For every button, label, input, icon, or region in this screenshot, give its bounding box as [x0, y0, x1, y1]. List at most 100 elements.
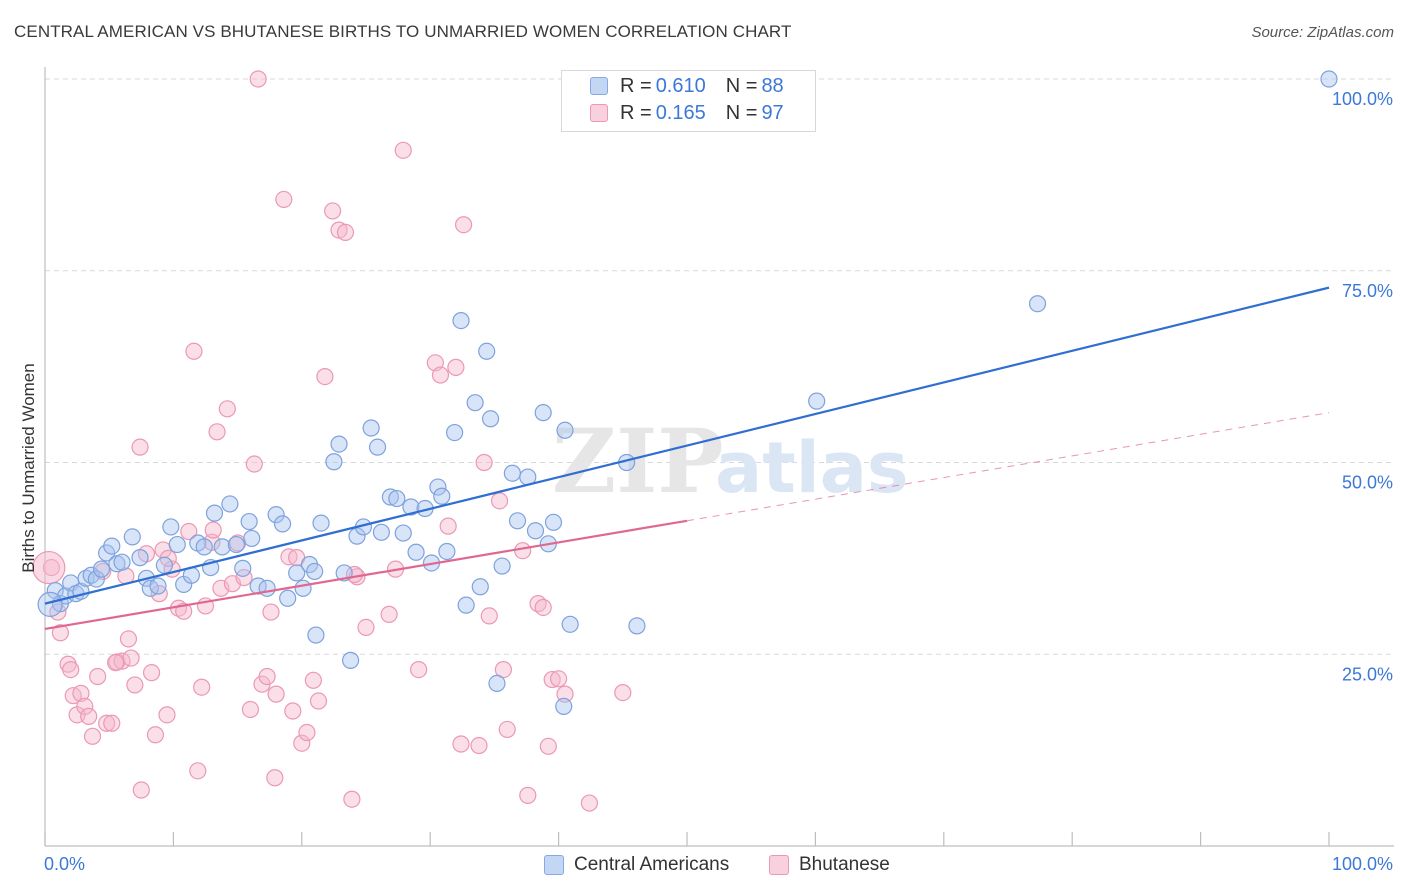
bhutanese-point: [549, 670, 568, 688]
y-tick-label: 50.0%: [1342, 473, 1393, 493]
bhutanese-point: [293, 734, 311, 752]
watermark: ZIP atlas: [552, 409, 909, 513]
x-tick-label-max: 100.0%: [1332, 854, 1393, 874]
bhutanese-point: [514, 542, 532, 560]
r-label: R =: [620, 101, 652, 124]
bhutanese-point: [534, 598, 552, 617]
central-americans-point: [240, 512, 258, 531]
central-americans-point: [155, 556, 174, 574]
central-americans-point: [438, 542, 456, 561]
central-americans-point: [493, 557, 511, 575]
bhutanese-point: [62, 660, 80, 679]
central-americans-point: [407, 543, 425, 561]
bhutanese-point: [113, 652, 131, 670]
bhutanese-point: [267, 685, 285, 703]
bhutanese-point: [284, 702, 302, 720]
bhutanese-point: [189, 762, 207, 780]
central-americans-point: [227, 535, 245, 554]
central-americans-point: [555, 697, 573, 716]
bhutanese-point: [380, 605, 398, 623]
correlation-legend: R = 0.610 N = 88 R = 0.165 N = 97: [561, 70, 816, 132]
central-americans-points: [37, 70, 1338, 716]
central-americans-point: [294, 579, 312, 597]
watermark-zip: ZIP: [552, 409, 724, 513]
central-americans-point: [307, 626, 325, 644]
central-americans-point: [488, 674, 506, 692]
central-americans-point: [429, 478, 447, 496]
legend-swatch-pink: [769, 855, 789, 875]
series-legend-central-americans: Central Americans: [544, 852, 729, 878]
central-americans-point: [508, 512, 527, 530]
central-americans-point: [452, 312, 470, 330]
central-americans-point: [87, 570, 105, 588]
central-americans-point: [162, 518, 180, 536]
central-americans-point: [149, 577, 167, 595]
central-americans-point: [445, 423, 464, 442]
bhutanese-point: [490, 492, 509, 510]
x-tick-label-min: 0.0%: [44, 854, 85, 874]
central-americans-point: [325, 453, 343, 471]
bhutanese-point: [180, 522, 198, 541]
y-axis-label: Births to Unmarried Women: [19, 363, 38, 572]
bhutanese-point: [245, 455, 263, 473]
central-americans-point: [394, 524, 412, 542]
bhutanese-point: [266, 769, 284, 787]
central-americans-point: [381, 488, 399, 506]
y-tick-label: 75.0%: [1342, 281, 1393, 301]
central-americans-point: [267, 506, 285, 524]
central-americans-point: [556, 421, 574, 439]
bhutanese-point: [470, 736, 488, 755]
axes: [44, 67, 1394, 847]
n-label: N =: [725, 101, 758, 124]
legend-swatch-blue: [544, 855, 564, 875]
y-tick-label: 25.0%: [1342, 664, 1393, 684]
central-americans-point: [46, 581, 64, 600]
central-americans-point: [433, 487, 451, 505]
bhutanese-point: [298, 723, 316, 742]
central-americans-point: [1028, 295, 1047, 313]
central-americans-point: [402, 498, 420, 516]
central-americans-point: [348, 527, 366, 545]
bhutanese-point: [275, 190, 293, 209]
bhutanese-point: [185, 342, 203, 360]
watermark-atlas: atlas: [715, 427, 909, 509]
legend-label: Central Americans: [574, 854, 730, 875]
bhutanese-trend-line-extension: [686, 412, 1330, 522]
bhutanese-point: [447, 358, 465, 376]
bhutanese-point: [410, 660, 428, 679]
bhutanese-point: [131, 438, 149, 456]
legend-swatch-pink: [590, 104, 608, 122]
r-label: R =: [620, 74, 652, 97]
r-value: 0.165: [655, 101, 706, 124]
bhutanese-point: [126, 676, 144, 694]
bhutanese-point: [241, 700, 260, 719]
legend-row-bhutanese: R = 0.165 N = 97: [620, 100, 784, 126]
central-americans-point: [92, 560, 111, 578]
axis-labels: 25.0% 50.0% 75.0% 100.0% 0.0% 100.0%: [44, 89, 1393, 874]
bhutanese-point: [519, 786, 537, 804]
central-americans-trend-line: [44, 286, 1330, 605]
central-americans-point: [628, 617, 646, 635]
central-americans-point: [312, 514, 330, 532]
bhutanese-point: [556, 685, 574, 703]
bhutanese-point: [158, 706, 176, 724]
bhutanese-point: [580, 794, 599, 812]
bhutanese-point: [480, 607, 498, 625]
central-americans-point: [534, 404, 552, 422]
central-americans-point: [341, 651, 360, 669]
bhutanese-point: [324, 202, 342, 220]
central-americans-point: [526, 522, 545, 540]
bhutanese-point: [304, 671, 322, 689]
central-americans-point: [808, 392, 826, 410]
bhutanese-point: [494, 660, 512, 679]
central-americans-point: [113, 553, 131, 571]
n-value: 88: [761, 74, 784, 97]
central-americans-point: [466, 394, 484, 412]
central-americans-point: [388, 489, 406, 508]
central-americans-point: [213, 538, 231, 556]
bhutanese-point: [193, 678, 211, 696]
bhutanese-point: [72, 684, 90, 702]
central-americans-point: [243, 529, 261, 548]
trend-lines: [44, 286, 1330, 631]
series-legend-bhutanese: Bhutanese: [769, 852, 890, 878]
